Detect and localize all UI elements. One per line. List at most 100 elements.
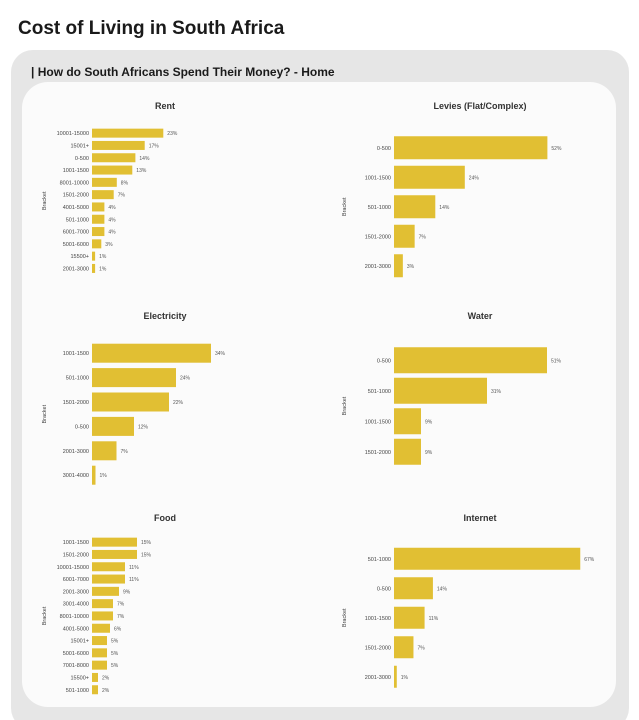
page-title: Cost of Living in South Africa — [18, 18, 285, 39]
levies-value-label: 14% — [439, 205, 450, 211]
internet-value-label: 11% — [429, 616, 439, 622]
rent-value-label: 4% — [108, 230, 116, 236]
water-bar — [394, 347, 547, 374]
rent-chart-title: Rent — [155, 101, 175, 111]
electricity-value-label: 7% — [121, 449, 129, 455]
levies-category-label: 2001-3000 — [365, 264, 391, 270]
food-category-label: 501-1000 — [66, 688, 89, 694]
electricity-bar — [92, 392, 169, 412]
food-value-label: 2% — [102, 675, 110, 681]
food-bar — [92, 660, 107, 670]
rent-value-label: 3% — [105, 242, 113, 248]
food-category-label: 6001-7000 — [63, 577, 89, 583]
food-category-label: 2001-3000 — [63, 589, 89, 595]
food-value-label: 5% — [111, 663, 119, 669]
food-bar — [92, 562, 125, 572]
internet-category-label: 1001-1500 — [365, 616, 391, 622]
levies-bar — [394, 224, 415, 248]
food-value-label: 2% — [102, 688, 110, 694]
rent-value-label: 23% — [167, 131, 178, 137]
food-category-label: 3001-4000 — [63, 602, 89, 608]
electricity-value-label: 22% — [173, 400, 184, 406]
rent-value-label: 14% — [139, 156, 150, 162]
food-bar — [92, 623, 110, 633]
food-value-label: 15% — [141, 552, 152, 558]
rent-value-label: 13% — [136, 168, 147, 174]
water-chart: Water Bracket 0-500 51% 501-1000 31% 1001-1500… — [342, 311, 562, 465]
levies-category-label: 1501-2000 — [365, 234, 391, 240]
electricity-y-axis-label: Bracket — [42, 404, 48, 423]
electricity-bar — [92, 441, 117, 461]
rent-bar — [92, 214, 105, 224]
levies-value-label: 3% — [407, 264, 415, 270]
electricity-bar — [92, 416, 134, 436]
water-bar — [394, 408, 421, 435]
water-bar — [394, 438, 421, 465]
water-y-axis-label: Bracket — [342, 396, 348, 415]
food-category-label: 8001-10000 — [60, 614, 89, 620]
electricity-bar — [92, 368, 176, 388]
levies-bar — [394, 254, 403, 278]
levies-y-axis-label: Bracket — [342, 197, 348, 216]
internet-bar — [394, 547, 581, 570]
food-category-label: 7001-8000 — [63, 663, 89, 669]
food-value-label: 11% — [129, 577, 139, 583]
food-category-label: 15001+ — [70, 639, 89, 645]
rent-bar — [92, 202, 105, 212]
food-bar — [92, 611, 113, 621]
rent-bar — [92, 239, 102, 249]
internet-value-label: 1% — [401, 675, 409, 681]
internet-category-label: 2001-3000 — [365, 675, 391, 681]
rent-category-label: 1001-1500 — [63, 168, 89, 174]
rent-bar — [92, 177, 117, 187]
electricity-category-label: 0-500 — [75, 424, 89, 430]
water-value-label: 31% — [491, 389, 502, 395]
electricity-category-label: 2001-3000 — [63, 449, 89, 455]
electricity-value-label: 24% — [180, 376, 191, 382]
internet-chart: Internet Bracket 501-1000 67% 0-500 14% 1001-1… — [342, 513, 595, 688]
water-category-label: 0-500 — [377, 358, 391, 364]
food-category-label: 1001-1500 — [63, 540, 89, 546]
rent-value-label: 4% — [108, 205, 116, 211]
food-bar — [92, 549, 137, 559]
electricity-value-label: 34% — [215, 351, 226, 357]
food-bar — [92, 685, 98, 695]
rent-category-label: 4001-5000 — [63, 205, 89, 211]
internet-category-label: 1501-2000 — [365, 645, 391, 651]
rent-value-label: 1% — [99, 266, 107, 272]
food-value-label: 15% — [141, 540, 152, 546]
food-category-label: 15500+ — [70, 675, 89, 681]
levies-value-label: 7% — [419, 234, 427, 240]
rent-y-axis-label: Bracket — [42, 191, 48, 210]
rent-category-label: 501-1000 — [66, 217, 89, 223]
rent-bar — [92, 153, 136, 163]
water-value-label: 51% — [551, 358, 562, 364]
food-category-label: 10001-15000 — [57, 565, 89, 571]
water-category-label: 1001-1500 — [365, 419, 391, 425]
food-chart-title: Food — [154, 513, 176, 523]
electricity-category-label: 3001-4000 — [63, 473, 89, 479]
food-value-label: 6% — [114, 626, 122, 632]
rent-category-label: 8001-10000 — [60, 180, 89, 186]
rent-category-label: 6001-7000 — [63, 230, 89, 236]
rent-value-label: 4% — [108, 217, 116, 223]
water-bar — [394, 377, 487, 404]
levies-value-label: 52% — [551, 146, 562, 152]
rent-value-label: 1% — [99, 254, 107, 260]
rent-bar — [92, 140, 145, 150]
electricity-bar — [92, 343, 211, 363]
internet-category-label: 0-500 — [377, 586, 391, 592]
food-value-label: 11% — [129, 565, 139, 571]
rent-category-label: 0-500 — [75, 156, 89, 162]
water-value-label: 9% — [425, 450, 433, 456]
food-category-label: 1501-2000 — [63, 552, 89, 558]
electricity-value-label: 1% — [100, 473, 108, 479]
food-bar — [92, 586, 119, 596]
electricity-category-label: 1001-1500 — [63, 351, 89, 357]
food-bar — [92, 648, 107, 658]
food-value-label: 7% — [117, 602, 125, 608]
food-bar — [92, 599, 113, 609]
levies-bar — [394, 195, 436, 219]
rent-category-label: 10001-15000 — [57, 131, 89, 137]
levies-chart: Levies (Flat/Complex) Bracket 0-500 52% 1001… — [342, 101, 562, 278]
